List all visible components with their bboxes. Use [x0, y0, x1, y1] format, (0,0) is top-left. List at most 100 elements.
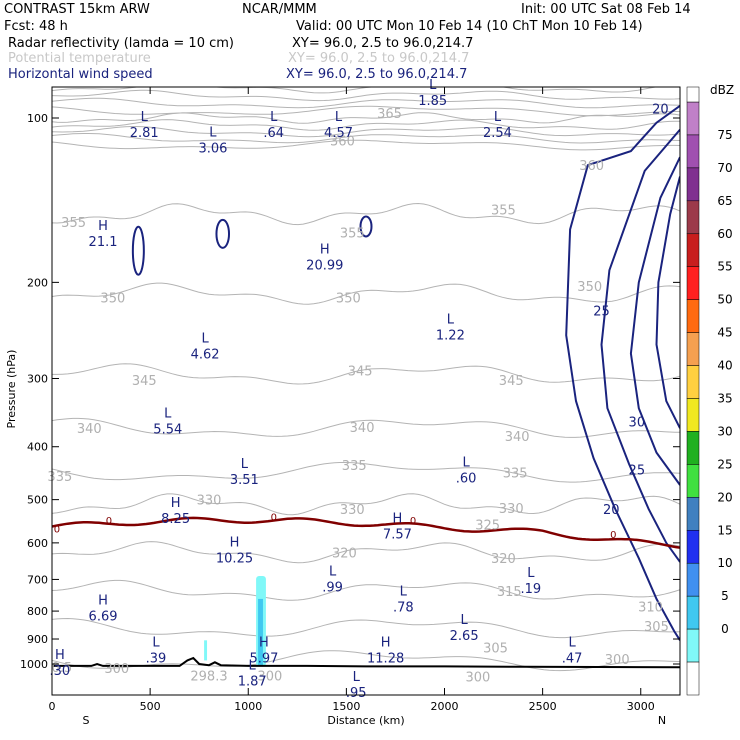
high-low-marker: L.95	[346, 670, 367, 701]
high-low-labels: L2.81 L3.06L.64L4.57L1.85L2.54H21.1H20.99…	[50, 78, 583, 701]
x-axis-label: Distance (km)	[327, 714, 404, 727]
theta-label: 350	[100, 291, 125, 306]
high-low-type: L	[335, 110, 343, 125]
high-low-marker: L3.51	[230, 457, 259, 488]
high-low-marker: L5.54	[153, 407, 182, 438]
high-low-marker: H6.69	[89, 594, 118, 625]
x-tick-label: 2500	[529, 700, 557, 713]
legend-swatch	[686, 562, 700, 597]
theta-contour-line	[52, 650, 680, 672]
high-low-type: L	[201, 331, 209, 346]
freezing-level-label: 0	[54, 525, 60, 536]
model-name: CONTRAST 15km ARW	[4, 2, 150, 17]
high-low-value: 4.57	[324, 126, 353, 141]
legend-level-label: 65	[717, 194, 732, 208]
theta-contour-line	[52, 579, 680, 601]
high-low-type: H	[98, 594, 108, 609]
theta-contour-line	[52, 617, 680, 639]
high-low-value: 3.51	[230, 473, 259, 488]
theta-label: 360	[579, 159, 604, 174]
theta-label: 300	[257, 670, 282, 685]
legend-swatch	[686, 464, 700, 498]
x-tick-label: 2000	[431, 700, 459, 713]
x-tick-label: 0	[49, 700, 56, 713]
reflectivity-shading	[204, 576, 266, 667]
high-low-type: L	[164, 407, 172, 422]
legend-level-label: 60	[717, 227, 732, 241]
field-name-reflectivity: Radar reflectivity (lamda = 10 cm)	[8, 36, 234, 51]
theta-contour-line	[52, 133, 680, 144]
legend-level-label: 50	[717, 293, 732, 307]
high-low-value: .39	[146, 652, 167, 667]
plot-frame	[51, 86, 681, 696]
theta-label: 0.5	[51, 661, 72, 676]
theta-contour-line	[52, 417, 680, 438]
high-low-type: L	[568, 636, 576, 651]
legend-swatch	[686, 332, 700, 366]
high-low-marker: L.64	[263, 110, 284, 141]
high-low-type: L	[141, 110, 149, 125]
legend-swatch	[686, 233, 700, 267]
source-name: NCAR/MMM	[242, 2, 317, 17]
high-low-type: L	[429, 78, 437, 93]
x-tick-label: 500	[140, 700, 161, 713]
high-low-marker: H10.25	[216, 536, 253, 567]
high-low-marker: H7.57	[383, 512, 412, 543]
legend-level-label: 35	[717, 392, 732, 406]
high-low-type: H	[98, 219, 108, 234]
y-tick-label: 300	[27, 373, 48, 386]
high-low-value: 1.22	[436, 329, 465, 344]
legend-swatch	[686, 266, 700, 300]
high-low-marker: L2.81	[130, 110, 159, 141]
freezing-level-label: 0	[610, 530, 616, 541]
high-low-type: H	[55, 648, 65, 663]
theta-label: 315	[497, 585, 522, 600]
high-low-value: 10.25	[216, 552, 253, 567]
wind-cell-contour	[359, 215, 373, 238]
theta-contour-line	[52, 363, 680, 385]
y-tick-label: 600	[27, 537, 48, 550]
forecast-hour: Fcst: 48 h	[4, 19, 68, 34]
theta-label: 300	[104, 662, 129, 677]
high-low-type: L	[152, 636, 160, 651]
high-low-value: .19	[521, 582, 542, 597]
x-tick-label: 3000	[627, 700, 655, 713]
field-xy-theta: XY= 96.0, 2.5 to 96.0,214.7	[288, 51, 469, 66]
theta-label: 350	[336, 291, 361, 306]
high-low-type: L	[353, 670, 361, 685]
legend-level-label: 55	[717, 260, 732, 274]
wind-contour-line	[629, 156, 680, 486]
high-low-value: .95	[346, 686, 367, 701]
high-low-type: L	[447, 313, 455, 328]
theta-label: 330	[340, 503, 365, 518]
wind-contour-line	[565, 104, 680, 641]
high-low-marker: L.60	[456, 455, 477, 486]
theta-label: 360	[330, 135, 355, 150]
high-low-marker: H8.25	[161, 496, 190, 527]
high-low-marker: L1.87	[238, 658, 267, 689]
x-axis-left-end: S	[83, 714, 90, 727]
theta-label: 320	[491, 552, 516, 567]
legend-swatch	[686, 200, 700, 235]
reflectivity-cell-small	[204, 640, 208, 661]
theta-contour-line	[52, 541, 680, 564]
valid-time: Valid: 00 UTC Mon 10 Feb 14 (10 ChT Mon …	[296, 19, 643, 34]
high-low-marker: L4.62	[191, 331, 220, 362]
theta-label: 310	[638, 600, 663, 615]
x-tick-label: 1500	[332, 700, 360, 713]
legend-level-label: 20	[717, 490, 732, 504]
theta-contour-line	[52, 462, 680, 483]
high-low-value: 4.62	[191, 347, 220, 362]
wind-speed-contours	[131, 104, 680, 641]
x-axis: 0 500 1000 1500 2000 2500 3000	[49, 87, 655, 713]
y-tick-label: 900	[27, 633, 48, 646]
legend-swatch	[686, 365, 700, 399]
high-low-marker: L.99	[322, 564, 343, 595]
theta-label: 355	[61, 216, 86, 231]
high-low-marker: L1.85	[418, 78, 447, 109]
theta-contour-line	[52, 112, 680, 124]
high-low-value: .64	[263, 126, 284, 141]
high-low-marker: L.78	[393, 585, 414, 616]
high-low-value: 2.54	[483, 126, 512, 141]
high-low-type: H	[171, 496, 181, 511]
